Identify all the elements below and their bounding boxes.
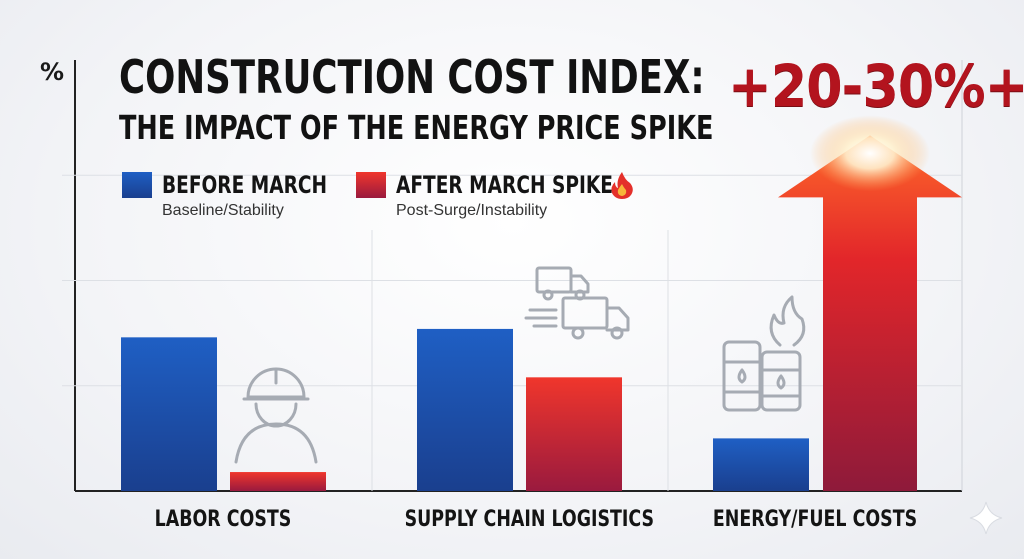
fire-icon	[611, 172, 633, 199]
sparkle-icon	[969, 501, 1003, 535]
y-axis-unit-label: %	[40, 58, 65, 86]
legend-desc-before: Baseline/Stability	[162, 202, 284, 219]
x-tick-label-labor: LABOR COSTS	[154, 507, 292, 532]
category-icons	[234, 266, 806, 464]
bar-energy-before	[713, 438, 809, 491]
bar-supply-chain-before	[417, 328, 513, 491]
chart-subtitle: THE IMPACT OF THE ENERGY PRICE SPIKE	[119, 108, 714, 147]
spike-annotation: +20-30%+	[728, 52, 1024, 120]
bar-energy-after	[778, 135, 962, 492]
x-tick-label-energy: ENERGY/FUEL COSTS	[712, 507, 918, 532]
bar-supply-chain-after	[526, 377, 622, 491]
bar-labor-before	[121, 337, 217, 491]
x-tick-label-supply-chain: SUPPLY CHAIN LOGISTICS	[404, 507, 655, 532]
legend-label-before: BEFORE MARCH	[162, 171, 328, 199]
legend-swatch-before	[122, 172, 152, 198]
bars	[121, 328, 809, 491]
hardhat-worker-icon	[234, 367, 318, 464]
delivery-truck-icon	[524, 266, 630, 340]
spike-arrow	[778, 115, 962, 492]
legend-desc-after: Post-Surge/Instability	[396, 202, 548, 219]
arrow-glow	[810, 115, 930, 192]
legend-label-after: AFTER MARCH SPIKE	[396, 171, 613, 199]
bar-labor-after	[230, 472, 326, 491]
legend-swatch-after	[356, 172, 386, 198]
oil-barrels-flame-icon	[722, 295, 806, 412]
chart-title: CONSTRUCTION COST INDEX:	[119, 50, 705, 104]
